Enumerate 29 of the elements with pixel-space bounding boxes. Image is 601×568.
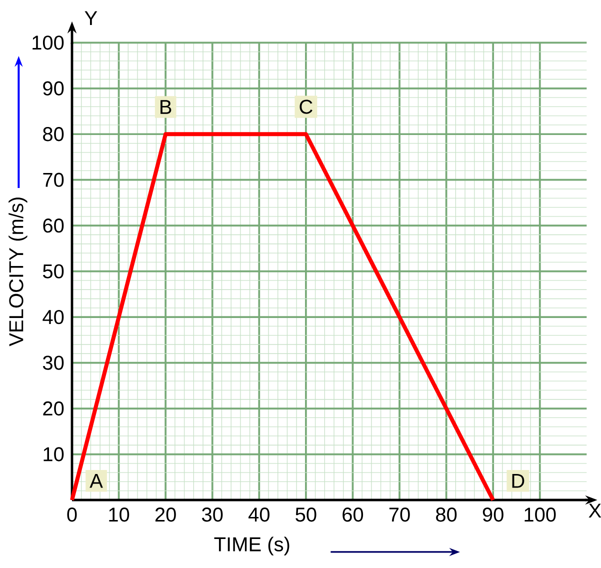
y-tick-label: 90 (43, 81, 64, 96)
x-tick-label: 0 (67, 508, 77, 522)
x-tick-label: 60 (342, 508, 364, 522)
annotation: D (512, 474, 524, 488)
x-tick-label: 50 (296, 508, 316, 522)
y-tick-label: 30 (42, 356, 64, 370)
x-tick-label: 40 (248, 508, 270, 522)
y-tick-label: 10 (44, 447, 64, 462)
x-tick-label: 100 (524, 508, 556, 522)
annotation: C (300, 100, 312, 114)
x-tick-label: 30 (202, 508, 223, 522)
x-tick-label: 10 (109, 508, 130, 522)
x-tick-label: 70 (389, 508, 410, 522)
y-tick-label: 40 (42, 310, 64, 324)
text: X (588, 504, 601, 518)
annotation: A (90, 474, 103, 488)
annotation: B (160, 100, 172, 114)
x-tick-label: 90 (482, 508, 504, 522)
y-axis-title: VELOCITY (m/s) (8, 198, 28, 346)
y-tick-label: 50 (43, 264, 64, 278)
y-tick-label: 20 (43, 401, 64, 416)
text: Y (84, 11, 98, 26)
x-tick-label: 20 (155, 508, 176, 522)
y-tick-label: 70 (43, 172, 64, 187)
y-tick-label: 80 (43, 127, 64, 142)
x-axis-title: TIME (s) (214, 536, 290, 556)
y-tick-label: 100 (32, 36, 64, 50)
x-tick-label: 80 (436, 508, 457, 522)
y-tick-label: 60 (43, 218, 64, 233)
